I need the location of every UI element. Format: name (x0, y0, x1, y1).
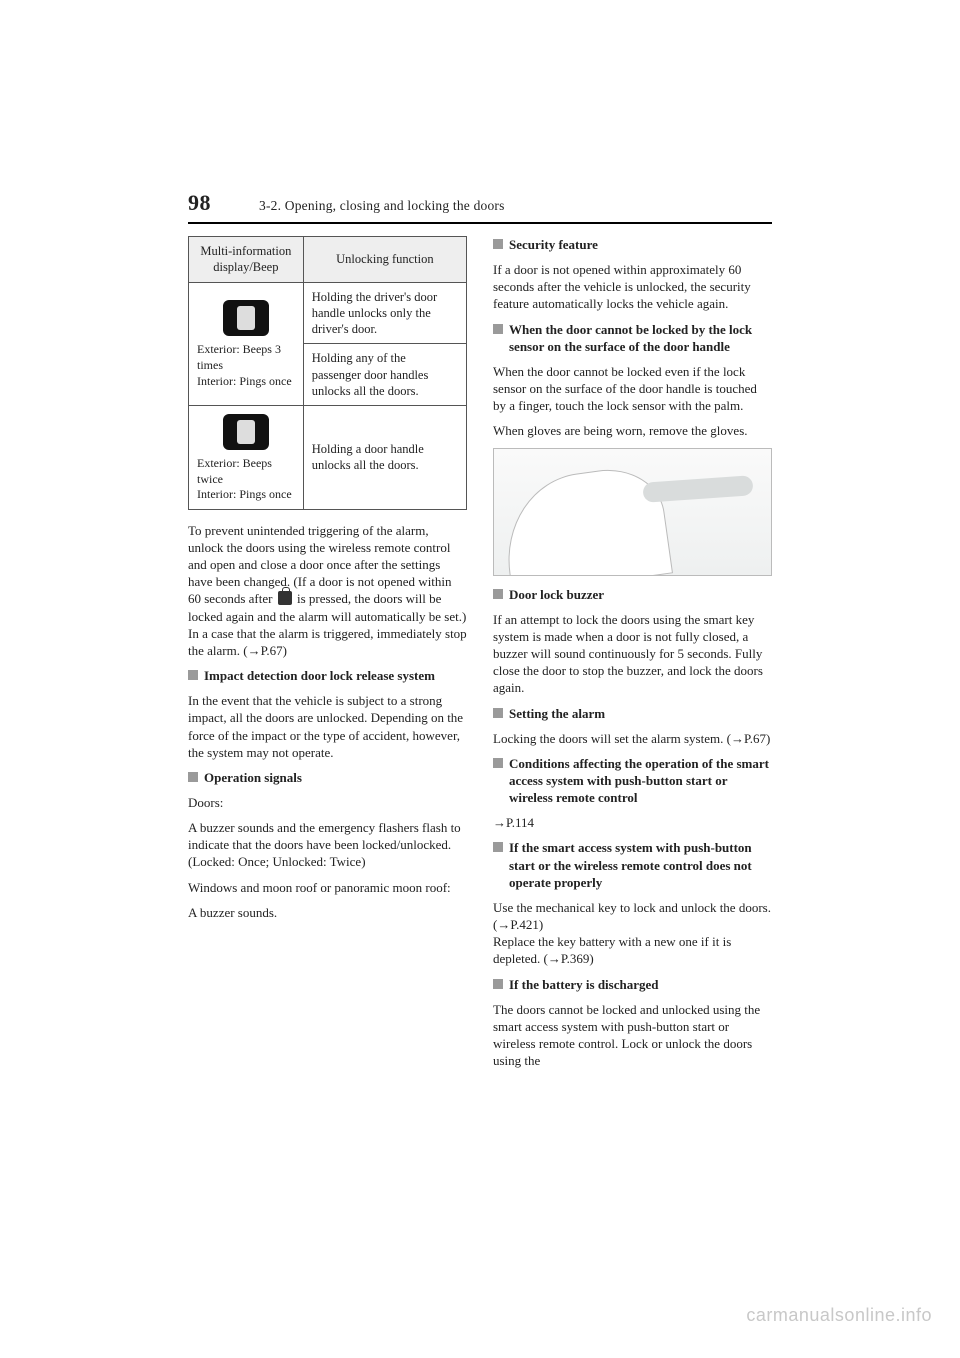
body-text: Locking the doors will set the alarm sys… (493, 730, 772, 747)
table-cell: Holding a door handle unlocks all the do… (303, 406, 466, 510)
body-text: In the event that the vehicle is subject… (188, 692, 467, 761)
square-bullet-icon (493, 708, 503, 718)
square-bullet-icon (493, 239, 503, 249)
table-cell: Holding the driver's door handle unlocks… (303, 282, 466, 344)
arrow-icon: → (497, 917, 510, 932)
subheading-text: Conditions affecting the operation of th… (509, 755, 772, 806)
text: P.67) (744, 731, 770, 746)
arrow-icon: → (248, 643, 261, 658)
table-cell: Holding any of the passenger door handle… (303, 344, 466, 406)
body-text: When the door cannot be locked even if t… (493, 363, 772, 414)
text: P.114 (506, 815, 534, 830)
arrow-icon: → (493, 815, 506, 830)
subheading-text: Setting the alarm (509, 705, 772, 722)
page: 98 3-2. Opening, closing and locking the… (188, 190, 772, 1077)
subheading: Conditions affecting the operation of th… (493, 755, 772, 806)
square-bullet-icon (493, 758, 503, 768)
page-header: 98 3-2. Opening, closing and locking the… (188, 190, 772, 224)
subheading: When the door cannot be locked by the lo… (493, 321, 772, 355)
text: Locking the doors will set the alarm sys… (493, 731, 731, 746)
body-text: The doors cannot be locked and unlocked … (493, 1001, 772, 1070)
car-top-icon (223, 414, 269, 450)
square-bullet-icon (188, 772, 198, 782)
subheading-text: Door lock buzzer (509, 586, 772, 603)
table-cell-icon: Exterior: Beeps 3 times Interior: Pings … (189, 282, 304, 406)
text: Replace the key battery with a new one i… (493, 934, 731, 966)
subheading-text: Security feature (509, 236, 772, 253)
subheading: If the smart access system with push-but… (493, 839, 772, 890)
subheading-text: If the smart access system with push-but… (509, 839, 772, 890)
subheading: Impact detection door lock release syste… (188, 667, 467, 684)
arrow-icon: → (731, 731, 744, 746)
icon-caption: Exterior: Beeps twice (197, 456, 295, 487)
section-title: 3-2. Opening, closing and locking the do… (259, 198, 505, 214)
table-cell-icon: Exterior: Beeps twice Interior: Pings on… (189, 406, 304, 510)
subheading: Operation signals (188, 769, 467, 786)
body-text: Doors: (188, 794, 467, 811)
icon-caption: Exterior: Beeps 3 times (197, 342, 295, 373)
table-header: Unlocking function (303, 237, 466, 283)
unlock-table: Multi-information display/Beep Unlocking… (188, 236, 467, 510)
icon-caption: Interior: Pings once (197, 487, 295, 503)
body-text: →P.114 (493, 814, 772, 831)
square-bullet-icon (493, 842, 503, 852)
body-text: Use the mechanical key to lock and unloc… (493, 899, 772, 968)
left-column: Multi-information display/Beep Unlocking… (188, 236, 467, 1077)
unlock-icon (278, 591, 292, 605)
body-text: If a door is not opened within approxima… (493, 261, 772, 312)
table-header: Multi-information display/Beep (189, 237, 304, 283)
subheading-text: When the door cannot be locked by the lo… (509, 321, 772, 355)
square-bullet-icon (493, 589, 503, 599)
subheading: If the battery is discharged (493, 976, 772, 993)
text: P.67) (261, 643, 287, 658)
square-bullet-icon (493, 979, 503, 989)
subheading: Security feature (493, 236, 772, 253)
subheading-text: Operation signals (204, 769, 467, 786)
columns: Multi-information display/Beep Unlocking… (188, 236, 772, 1077)
text: P.421) (510, 917, 543, 932)
page-number: 98 (188, 190, 211, 216)
body-text: A buzzer sounds and the emergency flashe… (188, 819, 467, 870)
watermark: carmanualsonline.info (746, 1305, 932, 1326)
square-bullet-icon (188, 670, 198, 680)
text: P.369) (561, 951, 594, 966)
subheading: Door lock buzzer (493, 586, 772, 603)
subheading-text: If the battery is discharged (509, 976, 772, 993)
body-text: A buzzer sounds. (188, 904, 467, 921)
hand-on-handle-figure (493, 448, 772, 576)
car-top-icon (223, 300, 269, 336)
body-text: When gloves are being worn, remove the g… (493, 422, 772, 439)
body-text: To prevent unintended triggering of the … (188, 522, 467, 659)
icon-caption: Interior: Pings once (197, 374, 295, 390)
right-column: Security feature If a door is not opened… (493, 236, 772, 1077)
body-text: Windows and moon roof or panoramic moon … (188, 879, 467, 896)
square-bullet-icon (493, 324, 503, 334)
subheading: Setting the alarm (493, 705, 772, 722)
arrow-icon: → (548, 951, 561, 966)
subheading-text: Impact detection door lock release syste… (204, 667, 467, 684)
body-text: If an attempt to lock the doors using th… (493, 611, 772, 697)
